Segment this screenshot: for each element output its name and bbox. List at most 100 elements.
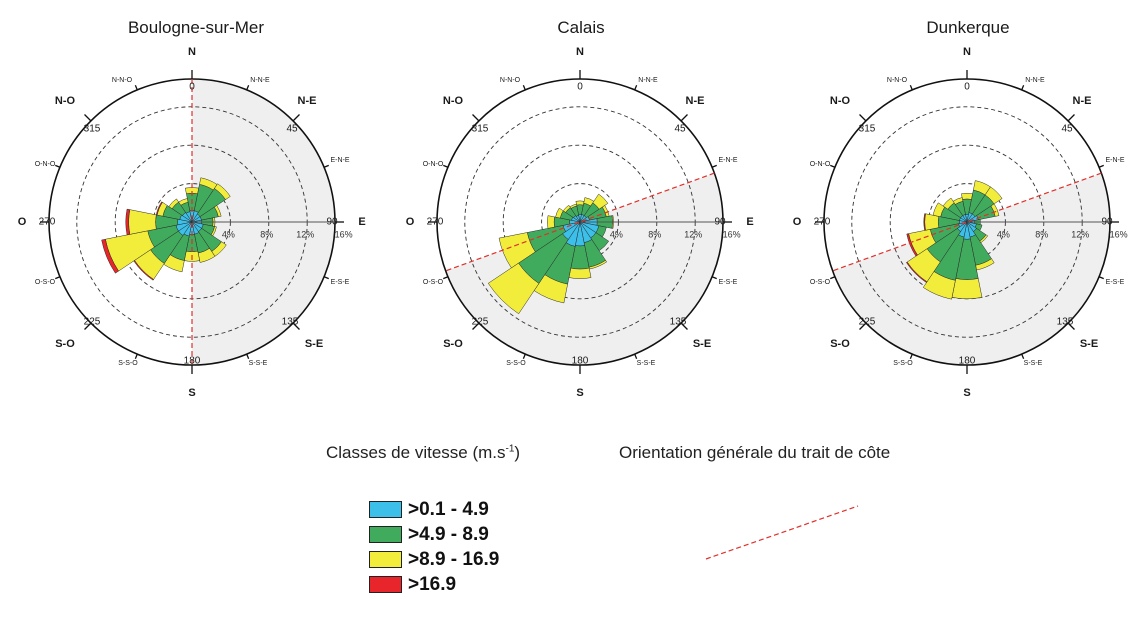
ring-label: 16% <box>335 229 353 239</box>
wind-rose-dunkerque: Dunkerque 4% 8% 12% 16% 0 45 90 135 180 225 270 315… <box>793 18 1134 399</box>
compass-label: O-N-O <box>35 161 56 168</box>
tick-mark <box>1098 276 1104 280</box>
compass-label: E <box>358 216 365 228</box>
degree-label: 90 <box>1101 217 1113 228</box>
compass-label: N <box>963 46 971 58</box>
legend-label: >8.9 - 16.9 <box>408 548 500 570</box>
rose-bar <box>568 267 592 279</box>
legend-label: >16.9 <box>408 573 457 595</box>
rose-bar <box>924 213 940 231</box>
legend-item: >0.1 - 4.9 <box>369 497 499 522</box>
tick-mark <box>859 114 867 122</box>
rose-bar <box>168 198 180 210</box>
compass-label: S-S-E <box>249 360 268 367</box>
compass-label: O-S-O <box>423 279 444 286</box>
tick-mark <box>84 114 92 122</box>
shaded-sector <box>192 79 335 222</box>
compass-label: E <box>746 216 753 228</box>
compass-label: N-N-O <box>112 77 133 84</box>
speed-classes-legend: >0.1 - 4.9 >4.9 - 8.9 >8.9 - 16.9 >16.9 <box>369 497 499 597</box>
compass-label: S <box>188 387 195 399</box>
degree-label: 270 <box>39 217 56 228</box>
degree-label: 45 <box>286 124 298 135</box>
rose-bar <box>487 262 540 315</box>
tick-mark <box>134 353 138 359</box>
compass-label: N-O <box>443 95 464 107</box>
ring-label: 12% <box>1071 229 1089 239</box>
ring-label: 12% <box>684 229 702 239</box>
tick-mark <box>323 276 329 280</box>
legend-label: >0.1 - 4.9 <box>408 498 489 520</box>
tick-mark <box>830 276 836 280</box>
degree-label: 225 <box>84 317 101 328</box>
rose-bar <box>932 202 945 218</box>
compass-label: O <box>406 216 415 228</box>
compass-label: N-N-O <box>887 77 908 84</box>
chart-title: Boulogne-sur-Mer <box>128 18 264 37</box>
tick-mark <box>472 114 480 122</box>
legend-item: >4.9 - 8.9 <box>369 522 499 547</box>
rose-bar <box>990 203 1000 217</box>
coast-orientation-legend-line <box>705 505 859 560</box>
ring-label: 4% <box>997 229 1010 239</box>
compass-label: N-O <box>55 95 76 107</box>
compass-label: S-O <box>55 338 75 350</box>
legend-item: >8.9 - 16.9 <box>369 547 499 572</box>
rose-bar <box>555 207 564 219</box>
tick-mark <box>522 85 526 91</box>
compass-label: S-S-O <box>118 360 138 367</box>
compass-label: N-N-E <box>250 77 270 84</box>
degree-label: 0 <box>577 82 583 93</box>
legend-swatch <box>369 576 402 593</box>
compass-label: N-N-O <box>500 77 521 84</box>
compass-label: N-E <box>686 95 705 107</box>
tick-mark <box>292 114 300 122</box>
tick-mark <box>472 322 480 330</box>
compass-label: O-S-O <box>810 279 831 286</box>
degree-label: 90 <box>326 217 338 228</box>
rose-bar <box>942 197 955 210</box>
legend-item: >16.9 <box>369 572 499 597</box>
rose-bar <box>984 186 1003 205</box>
compass-label: E-N-E <box>1105 157 1124 164</box>
ring-label: 4% <box>222 229 235 239</box>
tick-mark <box>55 276 61 280</box>
compass-label: S <box>576 387 583 399</box>
rose-bar <box>197 247 216 263</box>
tick-mark <box>1067 322 1075 330</box>
degree-label: 270 <box>814 217 831 228</box>
rose-bar <box>125 208 131 236</box>
legend-swatch <box>369 551 402 568</box>
chart-title: Dunkerque <box>926 18 1009 37</box>
tick-mark <box>680 114 688 122</box>
rose-bar <box>214 205 222 218</box>
compass-label: S-E <box>1080 338 1098 350</box>
degree-label: 45 <box>674 124 686 135</box>
tick-mark <box>909 353 913 359</box>
compass-label: E-S-E <box>719 279 738 286</box>
wind-rose-boulogne: Boulogne-sur-Mer 4% 8% 12% 16% 0 45 90 135 180 22… <box>18 18 366 399</box>
compass-label: O-N-O <box>423 161 444 168</box>
rose-bar <box>923 213 926 231</box>
tick-mark <box>443 164 449 168</box>
ring-label: 12% <box>296 229 314 239</box>
compass-label: O-S-O <box>35 279 56 286</box>
ring-label: 16% <box>723 229 741 239</box>
compass-label: O <box>793 216 802 228</box>
legend-swatch <box>369 526 402 543</box>
degree-label: 135 <box>670 317 687 328</box>
degree-label: 180 <box>959 356 976 367</box>
degree-label: 135 <box>1057 317 1074 328</box>
rose-bar <box>155 201 163 216</box>
rose-bar <box>562 204 571 213</box>
tick-mark <box>323 164 329 168</box>
compass-label: N-N-E <box>638 77 658 84</box>
rose-bar <box>178 198 189 206</box>
tick-mark <box>246 353 250 359</box>
tick-mark <box>1067 114 1075 122</box>
compass-label: S-O <box>830 338 850 350</box>
ring-label: 16% <box>1110 229 1128 239</box>
chart-title: Calais <box>557 18 604 37</box>
tick-mark <box>1021 353 1025 359</box>
